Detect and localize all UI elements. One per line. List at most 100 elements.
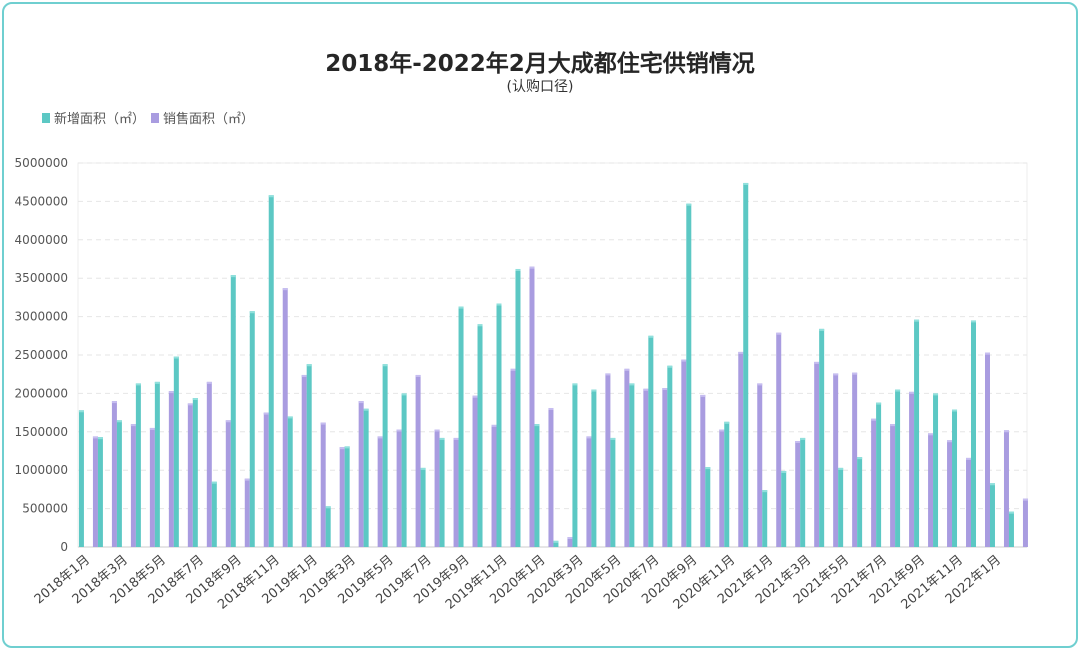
bar-sales bbox=[377, 436, 383, 547]
bar-supply-cap bbox=[439, 437, 445, 440]
y-tick-label: 3000000 bbox=[15, 310, 68, 324]
bar-sales-cap bbox=[643, 388, 649, 391]
bar-supply-cap bbox=[154, 381, 160, 384]
bar-sales bbox=[415, 374, 421, 547]
bar-supply-cap bbox=[876, 402, 882, 405]
bar-sales bbox=[700, 394, 706, 547]
bar-supply bbox=[781, 470, 787, 547]
bar-sales-cap bbox=[187, 403, 193, 406]
bar-sales bbox=[206, 381, 212, 547]
bar-sales bbox=[1022, 498, 1028, 547]
bar-sales-cap bbox=[320, 422, 326, 425]
y-tick-label: 1000000 bbox=[15, 463, 68, 477]
bar-sales bbox=[984, 352, 990, 547]
chart-subtitle: (认购口径) bbox=[506, 79, 574, 95]
bar-sales bbox=[928, 433, 934, 547]
bar-sales-cap bbox=[225, 420, 231, 423]
bar-sales bbox=[681, 359, 687, 547]
bar-sales-cap bbox=[472, 395, 478, 398]
bar-supply bbox=[572, 383, 578, 547]
bar-sales-cap bbox=[1003, 430, 1009, 433]
bar-sales bbox=[852, 372, 858, 547]
bar-supply-cap bbox=[420, 467, 426, 470]
bar-sales-cap bbox=[966, 457, 972, 460]
bar-sales-cap bbox=[548, 407, 554, 410]
bar-sales-cap bbox=[415, 374, 421, 377]
bar-sales bbox=[757, 383, 763, 547]
bar-sales bbox=[586, 436, 592, 547]
bar-sales-cap bbox=[928, 433, 934, 436]
bar-supply bbox=[401, 393, 407, 547]
bar-supply bbox=[496, 303, 502, 547]
bar-sales-cap bbox=[586, 436, 592, 439]
bar-supply bbox=[268, 195, 274, 548]
bar-sales bbox=[282, 288, 288, 547]
bar-sales bbox=[168, 391, 174, 547]
bar-sales-cap bbox=[92, 436, 98, 439]
bar-sales bbox=[491, 424, 497, 547]
bar-supply-cap bbox=[515, 268, 521, 271]
bar-supply-cap bbox=[572, 383, 578, 386]
bar-supply bbox=[952, 409, 958, 547]
bar-sales bbox=[966, 457, 972, 547]
bar-supply bbox=[648, 335, 654, 547]
legend-item-sales[interactable]: 销售面积（㎡） bbox=[151, 108, 254, 127]
bar-sales-cap bbox=[871, 418, 877, 421]
bar-sales bbox=[548, 407, 554, 547]
legend-item-supply[interactable]: 新增面积（㎡） bbox=[42, 108, 145, 127]
bar-sales bbox=[1003, 430, 1009, 547]
bar-sales-cap bbox=[776, 332, 782, 335]
bar-supply-cap bbox=[116, 420, 122, 423]
bar-supply-cap bbox=[705, 467, 711, 470]
bar-supply bbox=[325, 506, 331, 547]
bar-supply-cap bbox=[553, 540, 559, 543]
bar-sales bbox=[130, 424, 136, 547]
bar-sales bbox=[738, 351, 744, 547]
bar-sales-cap bbox=[149, 427, 155, 430]
bar-supply bbox=[477, 324, 483, 547]
bar-supply-cap bbox=[382, 364, 388, 367]
bar-sales-cap bbox=[434, 429, 440, 432]
bar-sales-cap bbox=[795, 441, 801, 444]
bar-supply bbox=[306, 364, 312, 547]
bar-sales bbox=[605, 373, 611, 547]
y-tick-label: 3500000 bbox=[15, 271, 68, 285]
bar-supply-cap bbox=[249, 311, 255, 314]
bar-sales bbox=[510, 368, 516, 547]
bar-supply-cap bbox=[173, 356, 179, 359]
bar-supply-cap bbox=[743, 182, 749, 185]
bar-supply bbox=[287, 416, 293, 547]
bar-sales bbox=[795, 441, 801, 547]
bar-supply-cap bbox=[534, 424, 540, 427]
bar-supply-cap bbox=[629, 383, 635, 386]
bar-sales bbox=[871, 418, 877, 547]
bar-sales-cap bbox=[358, 401, 364, 404]
bar-sales bbox=[814, 361, 820, 547]
bar-supply bbox=[933, 393, 939, 547]
bar-sales-cap bbox=[700, 394, 706, 397]
bar-supply bbox=[553, 540, 559, 547]
bar-sales-cap bbox=[244, 478, 250, 481]
bar-sales-cap bbox=[301, 374, 307, 377]
bar-supply bbox=[610, 437, 616, 547]
bar-supply-cap bbox=[1008, 511, 1014, 514]
bar-supply-cap bbox=[933, 393, 939, 396]
bar-sales-cap bbox=[491, 424, 497, 427]
bar-sales-cap bbox=[1022, 498, 1028, 501]
bar-sales-cap bbox=[947, 440, 953, 443]
bar-supply bbox=[173, 356, 179, 547]
bar-supply-cap bbox=[458, 306, 464, 309]
bar-supply-cap bbox=[268, 195, 274, 198]
bar-supply-cap bbox=[724, 421, 730, 424]
bar-sales bbox=[149, 427, 155, 547]
bar-sales-cap bbox=[833, 373, 839, 376]
bar-sales-cap bbox=[168, 391, 174, 394]
bar-sales-cap bbox=[852, 372, 858, 375]
bar-supply bbox=[762, 490, 768, 547]
bar-sales bbox=[567, 537, 573, 547]
bar-supply bbox=[154, 381, 160, 547]
bar-sales bbox=[396, 429, 402, 547]
bar-sales-cap bbox=[624, 368, 630, 371]
bar-supply-cap bbox=[591, 389, 597, 392]
